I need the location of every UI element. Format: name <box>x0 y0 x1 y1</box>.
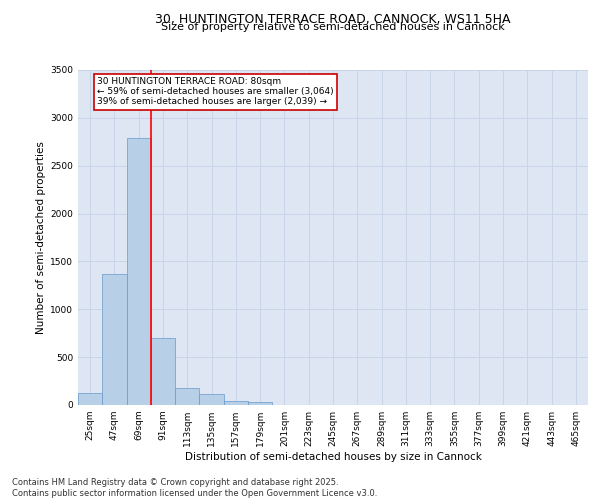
Bar <box>224 400 248 405</box>
Bar <box>175 388 199 405</box>
Text: 30, HUNTINGTON TERRACE ROAD, CANNOCK, WS11 5HA: 30, HUNTINGTON TERRACE ROAD, CANNOCK, WS… <box>155 12 511 26</box>
Bar <box>102 274 127 405</box>
X-axis label: Distribution of semi-detached houses by size in Cannock: Distribution of semi-detached houses by … <box>185 452 481 462</box>
Bar <box>199 394 224 405</box>
Bar <box>78 392 102 405</box>
Text: Contains HM Land Registry data © Crown copyright and database right 2025.
Contai: Contains HM Land Registry data © Crown c… <box>12 478 377 498</box>
Bar <box>127 138 151 405</box>
Text: 30 HUNTINGTON TERRACE ROAD: 80sqm
← 59% of semi-detached houses are smaller (3,0: 30 HUNTINGTON TERRACE ROAD: 80sqm ← 59% … <box>97 76 334 106</box>
Text: Size of property relative to semi-detached houses in Cannock: Size of property relative to semi-detach… <box>161 22 505 32</box>
Y-axis label: Number of semi-detached properties: Number of semi-detached properties <box>36 141 46 334</box>
Bar <box>248 402 272 405</box>
Bar <box>151 338 175 405</box>
